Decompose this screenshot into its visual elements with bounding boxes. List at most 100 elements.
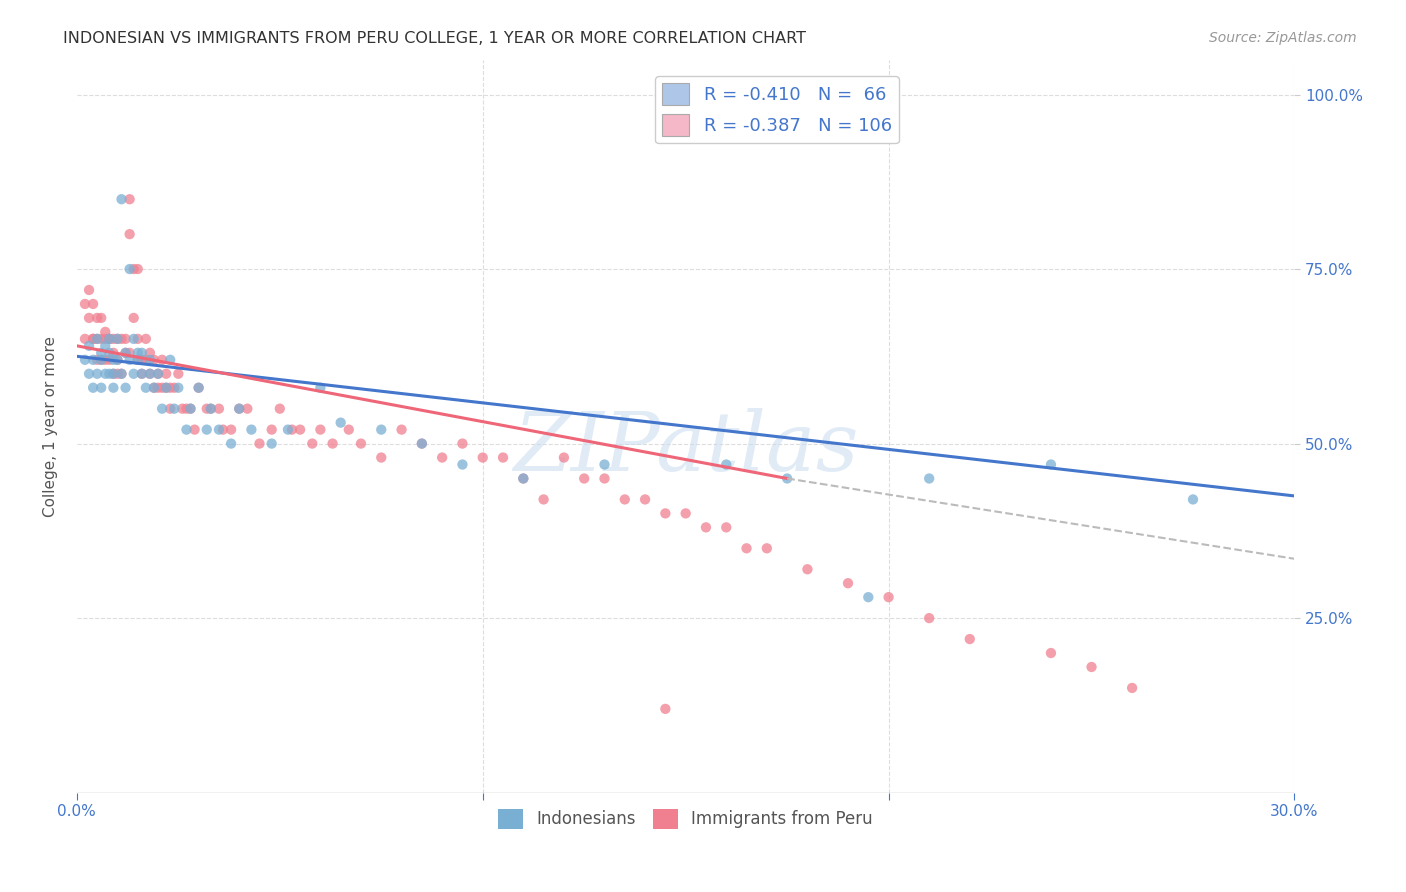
Point [228, 401, 250, 416]
Point [90, 310, 112, 325]
Point [107, 332, 129, 346]
Point [86, 310, 108, 325]
Point [370, 450, 392, 465]
Point [82, 352, 104, 367]
Point [118, 192, 141, 206]
Point [391, 423, 413, 437]
Point [176, 423, 198, 437]
Point [155, 381, 177, 395]
Text: INDONESIAN VS IMMIGRANTS FROM PERU COLLEGE, 1 YEAR OR MORE CORRELATION CHART: INDONESIAN VS IMMIGRANTS FROM PERU COLLE… [63, 31, 806, 46]
Point [208, 401, 231, 416]
Point [139, 367, 162, 381]
Point [179, 401, 201, 416]
Point [122, 262, 145, 277]
Point [98, 332, 121, 346]
Point [269, 401, 291, 416]
Point [776, 471, 799, 485]
Point [98, 332, 121, 346]
Point [110, 192, 132, 206]
Text: Source: ZipAtlas.com: Source: ZipAtlas.com [1209, 31, 1357, 45]
Point [107, 332, 129, 346]
Point [277, 423, 299, 437]
Point [281, 423, 304, 437]
Point [155, 367, 177, 381]
Point [77, 339, 100, 353]
Point [1182, 492, 1205, 507]
Point [150, 381, 173, 395]
Point [127, 352, 149, 367]
Point [593, 471, 616, 485]
Point [73, 297, 96, 311]
Point [131, 352, 153, 367]
Point [110, 367, 132, 381]
Point [301, 436, 323, 450]
Point [98, 346, 121, 360]
Point [90, 352, 112, 367]
Point [98, 352, 121, 367]
Point [150, 401, 173, 416]
Point [82, 297, 104, 311]
Point [73, 352, 96, 367]
Point [200, 401, 222, 416]
Point [131, 367, 153, 381]
Point [187, 381, 209, 395]
Point [695, 520, 717, 534]
Point [553, 450, 575, 465]
Point [208, 423, 231, 437]
Point [613, 492, 636, 507]
Point [212, 423, 235, 437]
Point [122, 310, 145, 325]
Point [143, 381, 166, 395]
Point [73, 332, 96, 346]
Point [122, 367, 145, 381]
Point [195, 401, 218, 416]
Point [139, 352, 162, 367]
Point [877, 590, 900, 604]
Point [110, 332, 132, 346]
Point [77, 283, 100, 297]
Point [82, 332, 104, 346]
Point [127, 332, 149, 346]
Point [451, 436, 474, 450]
Point [716, 458, 738, 472]
Point [337, 423, 360, 437]
Point [150, 352, 173, 367]
Point [288, 423, 311, 437]
Point [1039, 458, 1062, 472]
Point [167, 381, 190, 395]
Point [411, 436, 433, 450]
Point [94, 367, 117, 381]
Y-axis label: College, 1 year or more: College, 1 year or more [44, 335, 58, 516]
Point [219, 423, 242, 437]
Point [172, 401, 194, 416]
Point [716, 520, 738, 534]
Point [146, 381, 169, 395]
Point [103, 332, 125, 346]
Point [122, 332, 145, 346]
Point [90, 332, 112, 346]
Point [512, 471, 534, 485]
Point [430, 450, 453, 465]
Point [159, 352, 181, 367]
Point [107, 352, 129, 367]
Point [118, 262, 141, 277]
Point [90, 381, 112, 395]
Point [82, 381, 104, 395]
Point [77, 310, 100, 325]
Text: ZIPatlas: ZIPatlas [513, 409, 859, 488]
Point [103, 367, 125, 381]
Point [139, 367, 162, 381]
Point [103, 367, 125, 381]
Point [86, 332, 108, 346]
Point [634, 492, 657, 507]
Point [240, 423, 263, 437]
Point [82, 332, 104, 346]
Point [94, 352, 117, 367]
Point [167, 367, 190, 381]
Point [107, 352, 129, 367]
Point [187, 381, 209, 395]
Point [114, 346, 136, 360]
Point [135, 352, 157, 367]
Point [77, 367, 100, 381]
Point [146, 367, 169, 381]
